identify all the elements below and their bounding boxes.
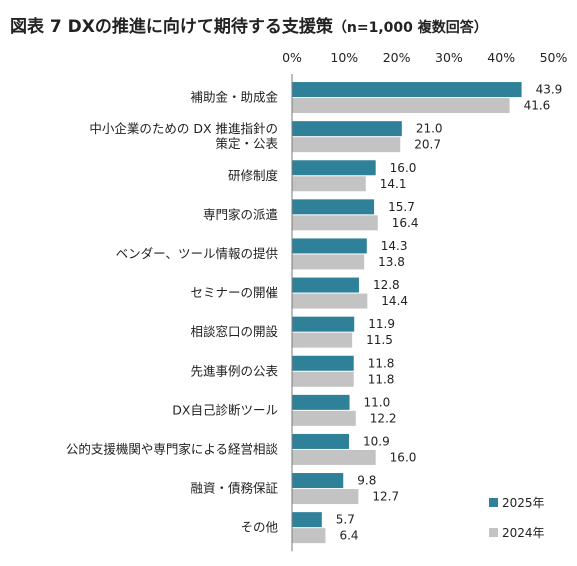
bar-2024 (292, 489, 359, 505)
value-label: 6.4 (339, 529, 358, 543)
bar-2024 (292, 293, 368, 309)
legend: 2025年 2024年 (489, 496, 545, 540)
category-label: 策定・公表 (215, 136, 278, 151)
value-label: 16.0 (390, 450, 417, 464)
value-label: 21.0 (416, 122, 443, 136)
value-label: 41.6 (524, 99, 551, 113)
bar-2025 (292, 121, 402, 137)
bar-2025 (292, 355, 354, 371)
bar-2025 (292, 512, 322, 528)
value-label: 13.8 (378, 255, 405, 269)
value-label: 12.8 (373, 278, 400, 292)
value-label: 11.8 (368, 372, 395, 386)
value-label: 14.4 (381, 294, 408, 308)
bar-2024 (292, 215, 378, 231)
bar-2025 (292, 316, 355, 332)
value-label: 16.0 (390, 161, 417, 175)
value-label: 12.2 (370, 411, 397, 425)
value-label: 10.9 (363, 434, 390, 448)
x-tick-label: 0% (282, 50, 302, 65)
bar-2024 (292, 254, 365, 270)
value-label: 11.9 (368, 317, 395, 331)
category-label: ベンダー、ツール情報の提供 (116, 246, 278, 261)
bar-2025 (292, 473, 344, 489)
bar-2024 (292, 410, 356, 426)
value-label: 16.4 (392, 216, 419, 230)
bar-2025 (292, 433, 350, 449)
bar-2025 (292, 160, 376, 176)
value-label: 14.3 (381, 239, 408, 253)
bar-2025 (292, 199, 375, 215)
value-label: 11.5 (366, 333, 393, 347)
bar-2025 (292, 82, 522, 98)
x-tick-label: 10% (330, 50, 358, 65)
category-label: 公的支援機関や専門家による経営相談 (66, 441, 279, 456)
category-label: 研修制度 (228, 168, 279, 183)
legend-swatch (489, 498, 498, 507)
bar-2025 (292, 277, 359, 293)
bar-2025 (292, 238, 367, 254)
legend-label: 2024年 (502, 526, 545, 540)
bars (292, 82, 522, 544)
value-labels: 43.9 41.6 21.0 20.7 16.0 14.1 15.7 16.4 14.3 13.8… (336, 83, 563, 543)
bar-2024 (292, 176, 366, 192)
value-label: 12.7 (372, 490, 399, 504)
chart-title-text: 図表 7 DXの推進に向けて期待する支援策 (10, 17, 333, 37)
bar-2024 (292, 528, 326, 544)
bar-2025 (292, 394, 350, 410)
bar-2024 (292, 449, 376, 465)
value-label: 43.9 (536, 83, 563, 97)
x-tick-label: 20% (383, 50, 411, 65)
value-label: 5.7 (336, 513, 355, 527)
chart-subtitle: （n=1,000 複数回答） (332, 20, 488, 36)
value-label: 15.7 (388, 200, 415, 214)
category-label: セミナーの開催 (190, 285, 278, 300)
x-axis-ticks: 0% 10% 20% 30% 40% 50% (282, 50, 567, 65)
bar-2024 (292, 98, 510, 114)
value-label: 11.0 (364, 395, 391, 409)
legend-swatch (489, 528, 498, 537)
category-label: 融資・債務保証 (190, 481, 278, 496)
value-label: 14.1 (380, 177, 407, 191)
category-label: 補助金・助成金 (190, 90, 278, 105)
category-label: 専門家の派遣 (203, 207, 278, 222)
category-label: その他 (240, 520, 278, 535)
x-tick-label: 50% (540, 50, 568, 65)
bar-2024 (292, 371, 354, 387)
x-tick-label: 40% (487, 50, 515, 65)
value-label: 9.8 (357, 474, 376, 488)
bar-2024 (292, 332, 353, 348)
bar-2024 (292, 137, 401, 153)
category-label: 相談窓口の開設 (190, 324, 278, 339)
x-tick-label: 30% (435, 50, 463, 65)
legend-label: 2025年 (502, 496, 545, 510)
category-label: DX自己診断ツール (172, 402, 278, 417)
category-label: 中小企業のための DX 推進指針の (89, 121, 278, 136)
chart-title: 図表 7 DXの推進に向けて期待する支援策（n=1,000 複数回答） (10, 12, 488, 37)
category-label: 先進事例の公表 (190, 363, 278, 378)
value-label: 20.7 (414, 138, 441, 152)
value-label: 11.8 (368, 356, 395, 370)
